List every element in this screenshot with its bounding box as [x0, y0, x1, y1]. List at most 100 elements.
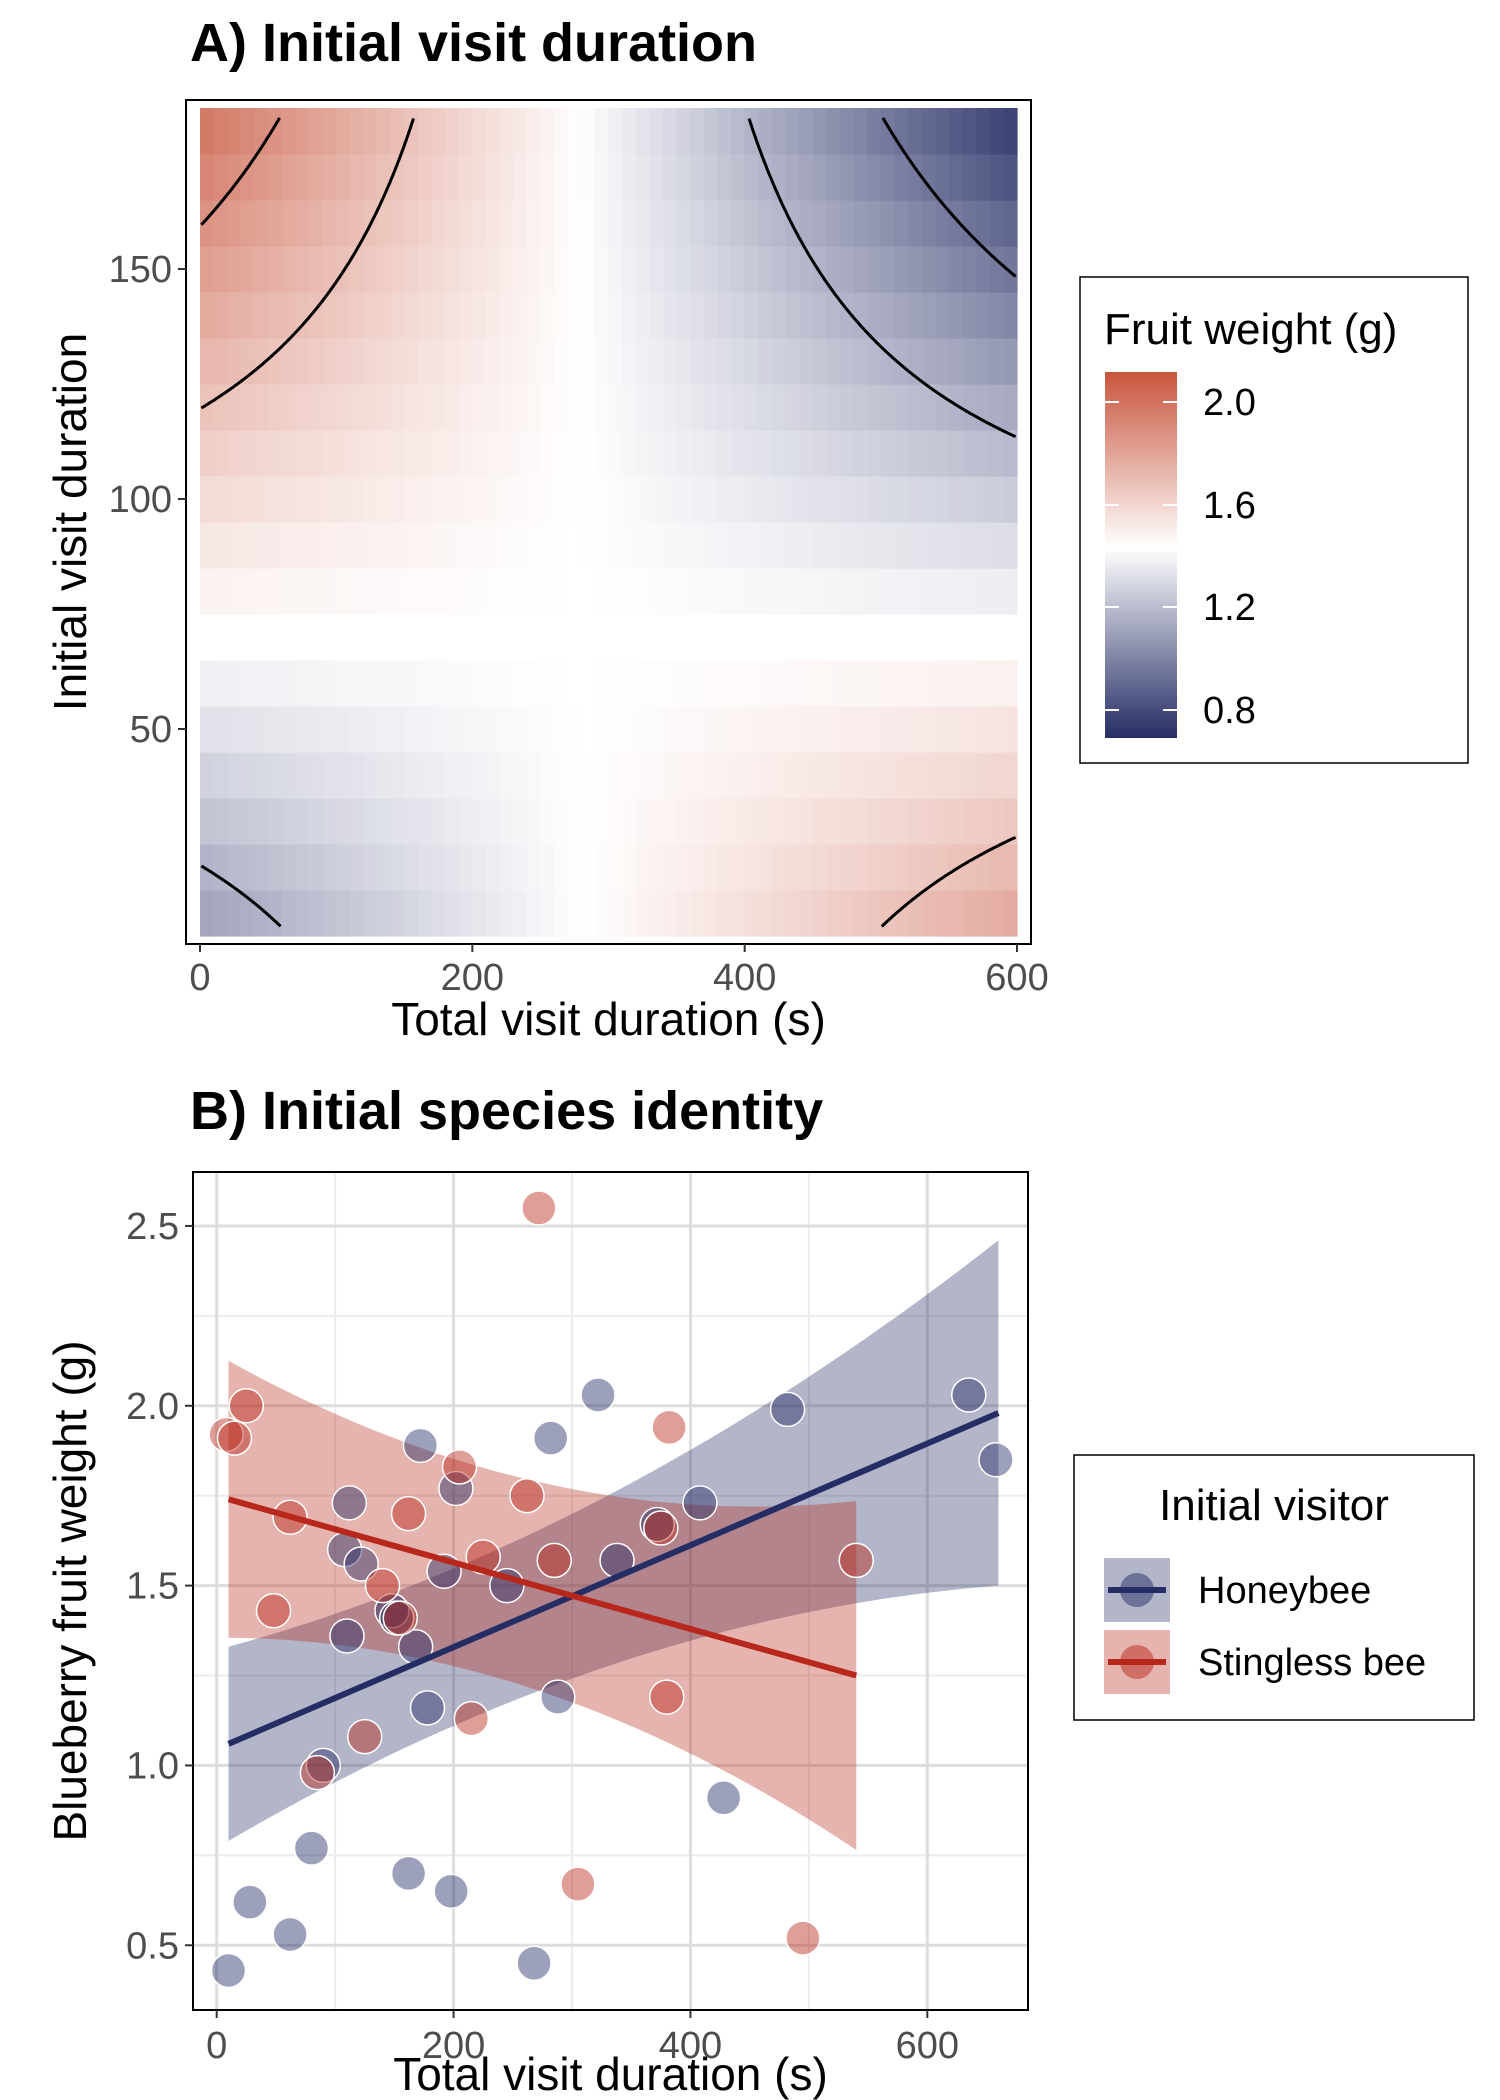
colorbar-tick-label: 0.8: [1203, 690, 1256, 732]
heatmap-tile: [880, 338, 896, 385]
heatmap-tile: [254, 384, 269, 431]
stingless-bee-point: [346, 1718, 383, 1755]
heatmap-tile: [935, 844, 950, 891]
heatmap-tile: [377, 430, 392, 477]
heatmap-tile: [417, 614, 433, 661]
heatmap-tile: [472, 338, 487, 385]
heatmap-tile: [349, 338, 364, 385]
heatmap-tile: [390, 890, 405, 937]
heatmap-tile: [240, 384, 256, 431]
heatmap-tile: [472, 660, 487, 707]
heatmap-tile: [295, 752, 310, 799]
heatmap-tile: [853, 844, 868, 891]
heatmap-tile: [962, 614, 977, 661]
heatmap-tile: [703, 476, 719, 523]
heatmap-tile: [935, 246, 950, 293]
heatmap-tile: [322, 338, 337, 385]
heatmap-tile: [390, 798, 405, 845]
heatmap-tile: [962, 660, 977, 707]
heatmap-tile: [908, 844, 923, 891]
heatmap-tile: [458, 108, 473, 155]
heatmap-tile: [758, 798, 773, 845]
heatmap-tile: [622, 108, 637, 155]
heatmap-tile: [363, 890, 378, 937]
heatmap-tile: [812, 890, 827, 937]
heatmap-tile: [649, 154, 664, 201]
heatmap-tile: [976, 614, 991, 661]
heatmap-tile: [908, 292, 923, 339]
honeybee-point: [343, 1546, 379, 1582]
heatmap-tile: [349, 430, 364, 477]
heatmap-tile: [989, 338, 1004, 385]
heatmap-tile: [581, 476, 596, 523]
heatmap-tile: [771, 430, 787, 477]
heatmap-tile: [240, 614, 256, 661]
heatmap-tile: [989, 476, 1004, 523]
heatmap-tile: [485, 522, 501, 569]
heatmap-tile: [336, 430, 351, 477]
heatmap-tile: [690, 614, 705, 661]
heatmap-tile: [867, 154, 882, 201]
heatmap-tile: [499, 752, 514, 799]
heatmap-tile: [308, 200, 324, 247]
heatmap-tile: [472, 292, 487, 339]
heatmap-tile: [472, 108, 487, 155]
heatmap-tile: [554, 752, 569, 799]
heatmap-tile: [526, 660, 542, 707]
heatmap-tile: [404, 384, 419, 431]
heatmap-tile: [785, 890, 800, 937]
heatmap-tile: [458, 568, 473, 615]
heatmap-tile: [554, 798, 569, 845]
heatmap-tile: [295, 890, 310, 937]
heatmap-tile: [662, 476, 678, 523]
heatmap-tile: [336, 660, 351, 707]
heatmap-tile: [785, 568, 800, 615]
heatmap-tile: [363, 798, 378, 845]
heatmap-tile: [935, 430, 950, 477]
heatmap-tile: [758, 154, 773, 201]
heatmap-tile: [458, 246, 473, 293]
heatmap-tile: [880, 384, 896, 431]
heatmap-tile: [826, 798, 841, 845]
heatmap-tile: [921, 108, 936, 155]
heatmap-tile: [404, 476, 419, 523]
heatmap-tile: [1003, 568, 1018, 615]
heatmap-tile: [676, 706, 691, 753]
honeybee-point: [516, 1945, 552, 1981]
heatmap-tile: [635, 476, 650, 523]
heatmap-tile: [717, 292, 732, 339]
heatmap-tile: [853, 706, 868, 753]
heatmap-tile: [499, 246, 514, 293]
heatmap-tile: [281, 798, 296, 845]
heatmap-tile: [703, 522, 719, 569]
heatmap-tile: [676, 430, 691, 477]
heatmap-tile: [717, 246, 732, 293]
heatmap-tile: [581, 660, 596, 707]
heatmap-tile: [717, 568, 732, 615]
heatmap-tile: [567, 200, 582, 247]
y-axis-label: Initial visit duration: [44, 333, 96, 711]
heatmap-tile: [581, 338, 596, 385]
heatmap-tile: [962, 338, 977, 385]
heatmap-tile: [540, 430, 555, 477]
heatmap-tile: [472, 154, 487, 201]
heatmap-tile: [744, 154, 759, 201]
heatmap-tile: [431, 706, 446, 753]
heatmap-tile: [989, 660, 1004, 707]
heatmap-tile: [349, 246, 364, 293]
heatmap-tile: [240, 154, 256, 201]
heatmap-tile: [377, 798, 392, 845]
heatmap-tile: [377, 706, 392, 753]
heatmap-tile: [921, 338, 936, 385]
heatmap-tile: [744, 660, 759, 707]
heatmap-tile: [853, 338, 868, 385]
y-tick-label: 50: [130, 709, 172, 751]
heatmap-tile: [635, 154, 650, 201]
heatmap-tile: [404, 798, 419, 845]
heatmap-tile: [295, 660, 310, 707]
heatmap-tile: [976, 108, 991, 155]
heatmap-tile: [200, 200, 215, 247]
heatmap-tile: [826, 246, 841, 293]
heatmap-tile: [404, 292, 419, 339]
heatmap-tile: [349, 108, 364, 155]
